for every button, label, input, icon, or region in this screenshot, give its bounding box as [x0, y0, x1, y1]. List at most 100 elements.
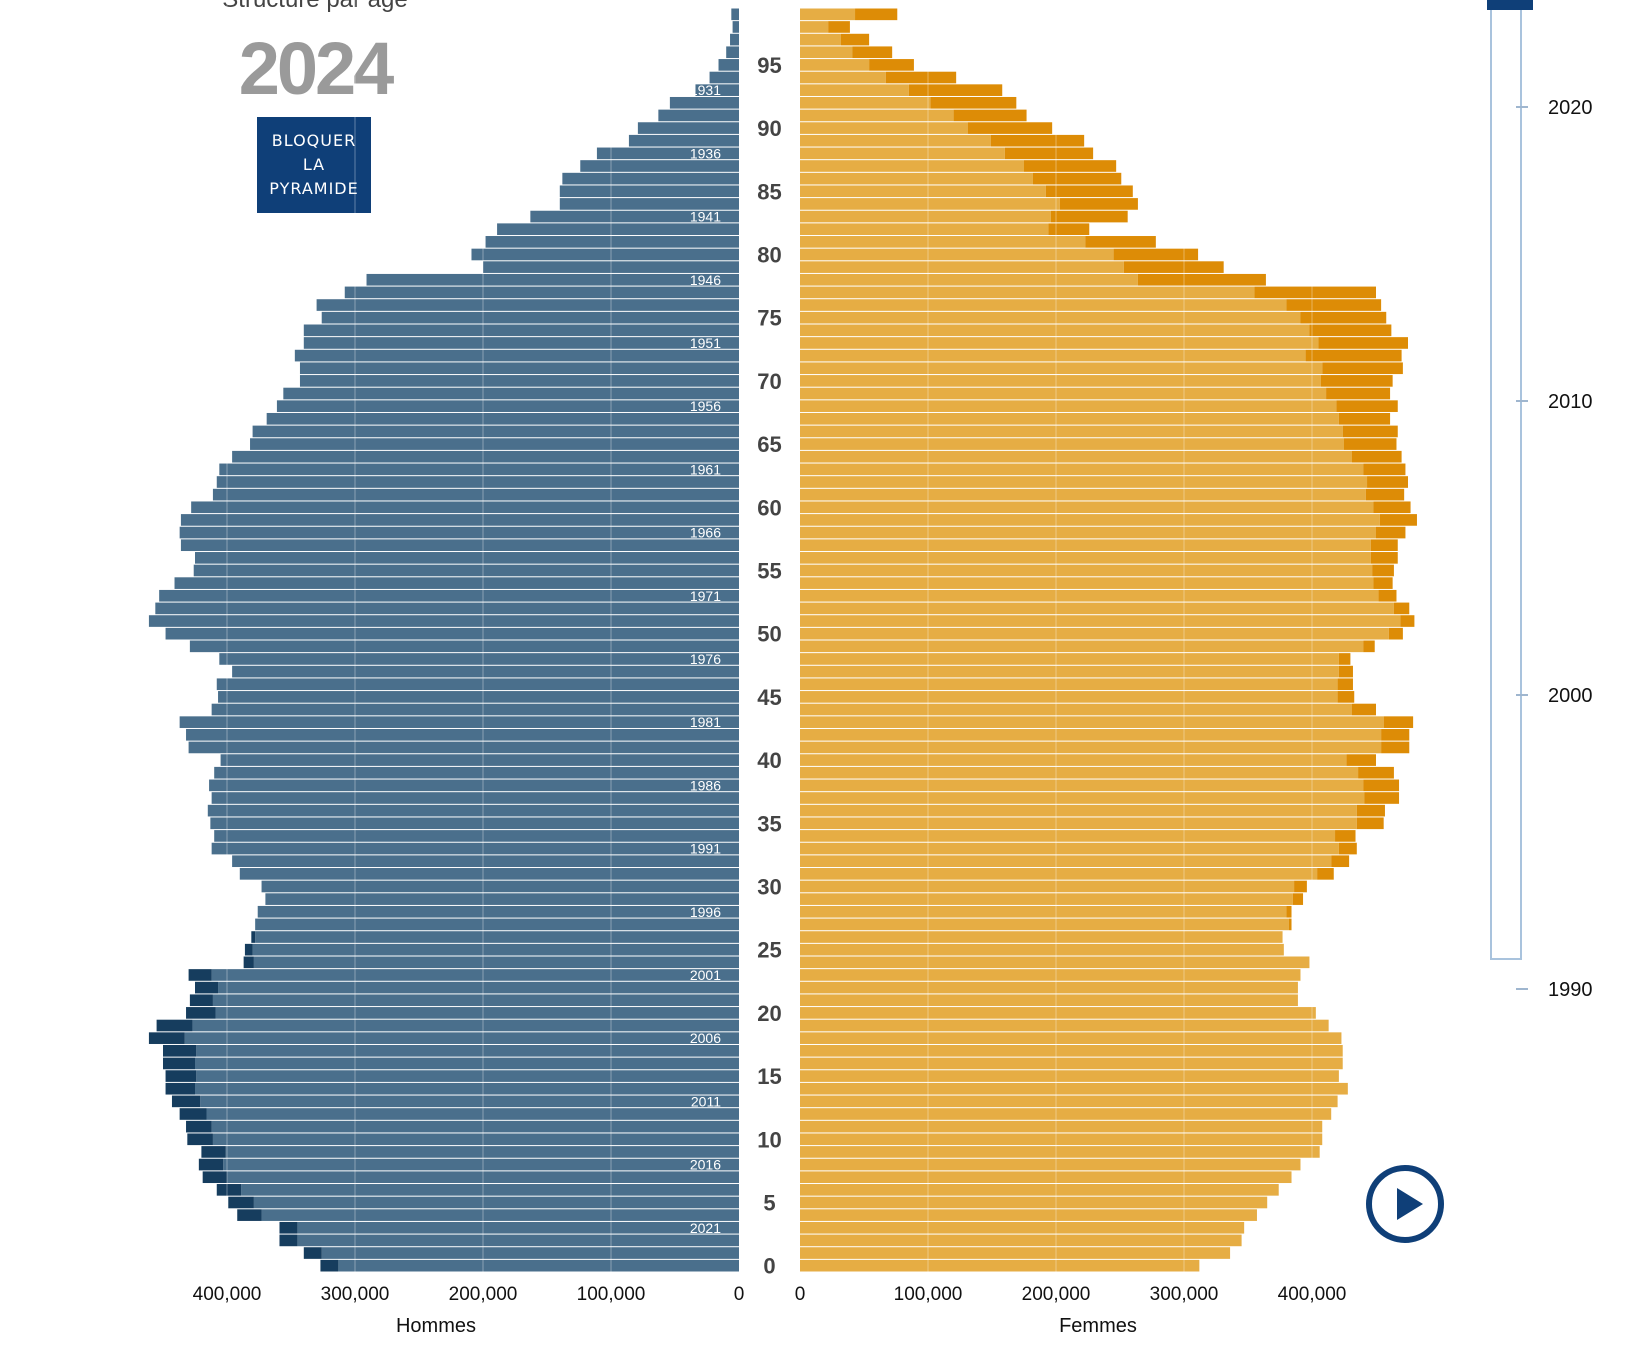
men-bar-age-59	[180, 514, 740, 526]
women-bar-age-26	[800, 931, 1283, 943]
women-bar-age-78	[800, 273, 1138, 286]
women-surplus-bar-age-59	[1379, 514, 1417, 526]
age-label: 50	[757, 622, 781, 647]
men-bar-age-9	[225, 1146, 740, 1158]
women-bar-age-4	[800, 1209, 1257, 1221]
women-bar-age-3	[800, 1221, 1245, 1234]
year-display: 2024	[238, 27, 395, 110]
women-surplus-bar-age-87	[1024, 160, 1117, 172]
lock-button-line-3: PYRAMIDE	[269, 179, 359, 198]
women-bar-age-37	[800, 792, 1365, 804]
timeline-track[interactable]	[1490, 0, 1522, 960]
gridlines	[226, 0, 1313, 1272]
men-bar-age-38	[209, 779, 739, 792]
men-bar-age-90	[637, 122, 739, 134]
play-button[interactable]	[1365, 1164, 1445, 1244]
women-axis-tick-label: 300,000	[1150, 1284, 1219, 1305]
axes: 400,000 300,000 200,000 100,000 0 0 100,000 20…	[193, 1284, 1347, 1337]
men-bar-age-8	[223, 1158, 739, 1171]
age-label: 25	[757, 938, 781, 963]
birth-year-label: 1961	[690, 461, 721, 477]
men-bar-age-5	[253, 1196, 739, 1209]
men-bar-age-69	[283, 387, 739, 400]
men-surplus-bar-age-6	[216, 1184, 242, 1196]
women-surplus-bar-age-28	[1286, 905, 1292, 918]
women-bar-age-59	[800, 514, 1380, 526]
men-surplus-bar-age-21	[189, 994, 213, 1007]
men-bar-age-76	[316, 299, 739, 311]
men-axis-tick-label: 0	[734, 1284, 745, 1305]
age-label: 5	[763, 1190, 775, 1215]
women-bar-age-43	[800, 716, 1384, 728]
women-bar-age-19	[800, 1019, 1329, 1032]
women-bar-age-66	[800, 425, 1343, 438]
women-bar-age-69	[800, 387, 1327, 400]
women-surplus-bar-age-92	[930, 96, 1017, 109]
women-bar-age-10	[800, 1133, 1323, 1146]
men-bar-age-25	[252, 943, 739, 956]
men-surplus-bar-age-20	[186, 1007, 216, 1019]
women-axis-tick-label: 0	[795, 1284, 806, 1305]
men-bar-age-4	[261, 1209, 739, 1221]
men-bar-age-50	[165, 627, 739, 640]
women-bar-age-72	[800, 349, 1306, 362]
women-bar-age-80	[800, 248, 1114, 261]
women-bar-age-41	[800, 741, 1382, 754]
age-label: 55	[757, 558, 781, 583]
men-bar-age-12	[206, 1108, 739, 1120]
women-surplus-bar-age-67	[1338, 412, 1391, 425]
birth-year-label: 1936	[690, 145, 721, 161]
men-bar-age-70	[299, 375, 739, 387]
women-bar-age-30	[800, 880, 1295, 893]
women-bar-age-34	[800, 830, 1336, 842]
women-bar-age-92	[800, 96, 931, 109]
women-surplus-bar-age-86	[1032, 172, 1122, 185]
women-bar-age-45	[800, 691, 1338, 703]
lock-pyramid-button[interactable]: BLOQUER LA PYRAMIDE	[257, 117, 371, 213]
age-label: 85	[757, 179, 781, 204]
men-bar-age-24	[253, 956, 739, 969]
women-bar-age-74	[800, 324, 1310, 337]
year-timeline-slider[interactable]: 2020 2010 2000 1990	[1487, 0, 1593, 1001]
men-bar-age-49	[189, 640, 739, 653]
men-bar-age-67	[266, 412, 739, 425]
birth-year-label: 2011	[691, 1093, 721, 1109]
men-bar-age-74	[303, 324, 739, 337]
men-surplus-bar-age-22	[195, 981, 219, 994]
men-surplus-bar-age-5	[228, 1196, 254, 1209]
women-bar-age-97	[800, 33, 841, 46]
women-surplus-bar-age-75	[1300, 311, 1387, 324]
age-label: 65	[757, 432, 781, 457]
men-bar-age-30	[261, 880, 739, 893]
men-bar-age-10	[212, 1133, 740, 1146]
women-bar-age-98	[800, 21, 829, 33]
women-surplus-bar-age-37	[1364, 792, 1400, 804]
timeline-handle[interactable]	[1487, 0, 1533, 10]
women-surplus-bar-age-90	[967, 122, 1053, 134]
women-surplus-bar-age-33	[1338, 842, 1357, 855]
men-bar-age-62	[216, 476, 739, 488]
men-bar-age-85	[559, 185, 739, 198]
women-bar-age-0	[800, 1259, 1200, 1272]
women-surplus-bar-age-43	[1383, 716, 1414, 728]
women-bar-age-44	[800, 703, 1352, 716]
men-surplus-bar-age-26	[251, 931, 256, 943]
women-bars-group	[800, 8, 1417, 1272]
men-bar-age-93	[695, 84, 739, 96]
men-bar-age-91	[658, 109, 739, 122]
women-bar-age-73	[800, 337, 1319, 349]
women-bar-age-52	[800, 602, 1394, 615]
women-bar-age-48	[800, 653, 1339, 665]
women-surplus-bar-age-36	[1356, 804, 1385, 817]
women-bar-age-17	[800, 1044, 1343, 1057]
women-surplus-bar-age-58	[1376, 526, 1406, 539]
women-surplus-bar-age-64	[1351, 450, 1402, 463]
birth-year-label: 1986	[690, 777, 721, 793]
men-bar-age-83	[530, 210, 739, 223]
men-surplus-bar-age-18	[148, 1032, 185, 1044]
women-surplus-bar-age-96	[852, 46, 893, 59]
men-bar-age-87	[580, 160, 739, 172]
birth-year-label: 2001	[690, 967, 721, 983]
women-surplus-bar-age-74	[1309, 324, 1392, 337]
women-surplus-bar-age-81	[1085, 236, 1156, 248]
